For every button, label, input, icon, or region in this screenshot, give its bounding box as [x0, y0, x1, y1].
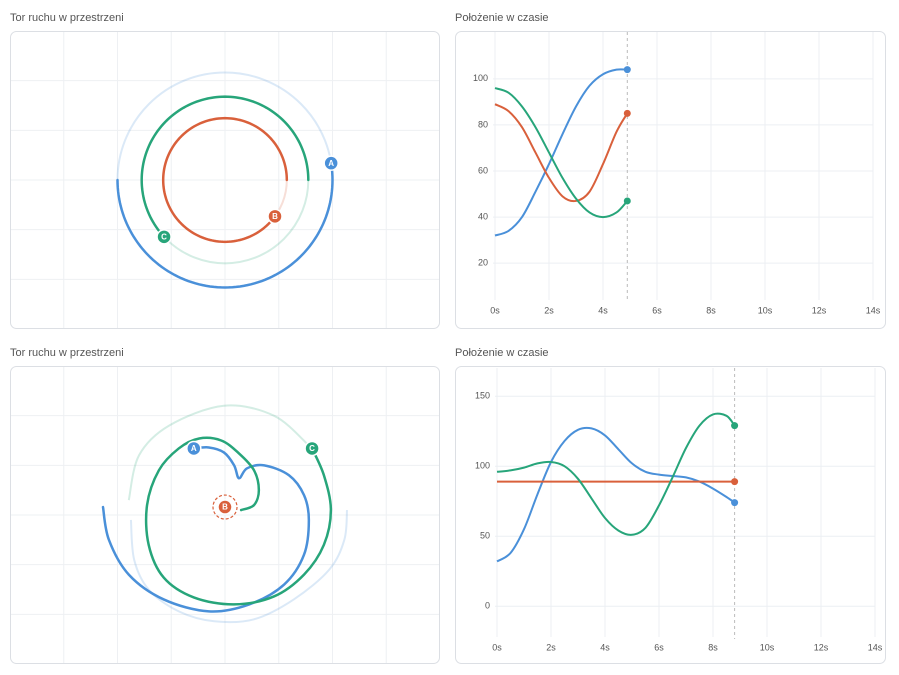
y-tick-label: 80 [478, 119, 488, 129]
x-tick-label: 2s [546, 642, 556, 652]
y-tick-label: 40 [478, 211, 488, 221]
marker-label: B [272, 212, 278, 221]
x-tick-label: 6s [654, 642, 664, 652]
orbit-path [116, 161, 334, 289]
orbit-path [140, 95, 310, 239]
chart: A C B [11, 32, 439, 328]
trajectory-marker: A [186, 440, 202, 457]
x-tick-label: 14s [866, 305, 881, 315]
marker-badge [323, 155, 339, 171]
chart: 20 40 60 80 100 0s 2s 4s 6s 8s 10s 12s 14s [473, 32, 881, 315]
panel-title: Tor ruchu w przestrzeni [10, 12, 124, 24]
trajectory-trail [127, 404, 310, 501]
x-tick-label: 14s [868, 642, 883, 652]
series-end-marker [731, 499, 739, 507]
series-line [494, 68, 628, 237]
panel [455, 366, 886, 664]
marker-label: C [309, 444, 315, 453]
x-tick-label: 12s [814, 642, 829, 652]
marker-badge [267, 208, 283, 225]
x-tick-label: 0s [492, 642, 502, 652]
chart: A C B [11, 367, 439, 663]
trajectory-path [101, 446, 311, 613]
y-tick-label: 150 [475, 391, 490, 401]
x-tick-label: 8s [708, 642, 718, 652]
x-tick-label: 6s [652, 305, 662, 315]
x-tick-label: 10s [758, 305, 773, 315]
series-end-marker [623, 197, 631, 205]
panel [455, 31, 886, 329]
y-tick-label: 20 [478, 258, 488, 268]
series-end-marker [623, 109, 631, 117]
marker-badge [304, 440, 320, 457]
y-tick-label: 0 [485, 601, 490, 611]
orbit-path [161, 116, 289, 244]
x-tick-label: 0s [490, 305, 500, 315]
marker-ring [212, 494, 238, 520]
series-end-marker [623, 66, 631, 74]
marker-label: B [222, 503, 228, 512]
marker-badge [217, 499, 233, 515]
x-tick-label: 4s [598, 305, 608, 315]
marker-label: A [191, 444, 197, 453]
series-end-marker [731, 478, 739, 486]
marker-label: C [161, 232, 167, 241]
panel-title: Tor ruchu w przestrzeni [10, 347, 124, 359]
trajectory-path [144, 436, 333, 606]
y-tick-label: 100 [475, 461, 490, 471]
x-tick-label: 8s [706, 305, 716, 315]
marker-badge [156, 229, 172, 245]
series-line [496, 412, 736, 536]
y-tick-label: 50 [480, 531, 490, 541]
marker-badge [186, 440, 202, 457]
x-tick-label: 2s [544, 305, 554, 315]
series-end-marker [731, 422, 739, 430]
trajectory-marker: B [212, 494, 238, 520]
series-line [494, 87, 629, 219]
x-tick-label: 12s [812, 305, 827, 315]
y-tick-label: 100 [473, 73, 488, 83]
chart: 0 50 100 150 0s 2s 4s 6s 8s 10s 12s 14s [475, 368, 883, 652]
x-tick-label: 10s [760, 642, 775, 652]
series-line [494, 103, 629, 203]
trajectory-marker: C [304, 440, 320, 457]
y-tick-label: 60 [478, 165, 488, 175]
panel-title: Położenie w czasie [455, 347, 549, 359]
panel-title: Położenie w czasie [455, 12, 549, 24]
marker-label: A [328, 159, 334, 168]
trajectory-trail [129, 509, 349, 624]
x-tick-label: 4s [600, 642, 610, 652]
